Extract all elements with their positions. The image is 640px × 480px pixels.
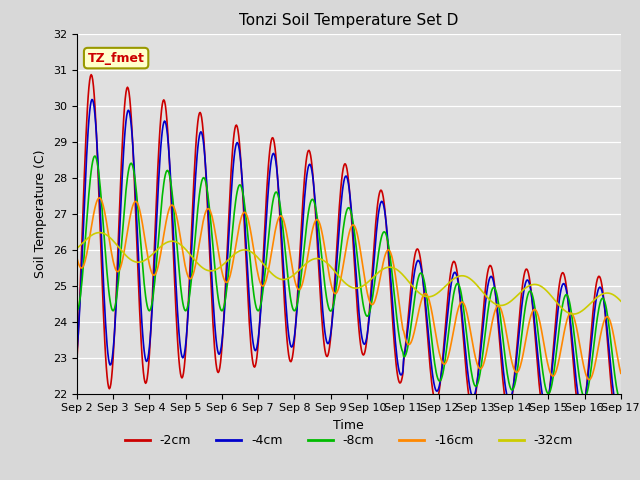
-4cm	[73, 350, 81, 356]
Title: Tonzi Soil Temperature Set D: Tonzi Soil Temperature Set D	[239, 13, 458, 28]
-8cm	[140, 273, 147, 278]
-16cm	[95, 195, 103, 201]
-2cm	[87, 72, 95, 77]
-2cm	[223, 242, 231, 248]
-16cm	[617, 371, 625, 376]
-4cm	[83, 153, 90, 159]
-2cm	[73, 360, 81, 366]
Line: -32cm: -32cm	[77, 233, 621, 314]
-4cm	[223, 259, 231, 265]
-32cm	[195, 262, 202, 267]
-16cm	[585, 377, 593, 383]
-32cm	[617, 298, 625, 304]
Line: -2cm: -2cm	[77, 74, 621, 422]
-8cm	[431, 365, 439, 371]
Legend: -2cm, -4cm, -8cm, -16cm, -32cm: -2cm, -4cm, -8cm, -16cm, -32cm	[120, 429, 578, 452]
-32cm	[431, 292, 439, 298]
-4cm	[140, 340, 147, 346]
-4cm	[195, 138, 202, 144]
-16cm	[431, 330, 439, 336]
-16cm	[83, 252, 90, 257]
Y-axis label: Soil Temperature (C): Soil Temperature (C)	[35, 149, 47, 278]
-4cm	[617, 402, 625, 408]
-32cm	[140, 258, 147, 264]
-2cm	[431, 398, 439, 404]
-2cm	[613, 419, 621, 425]
-2cm	[416, 251, 424, 257]
-16cm	[73, 254, 81, 260]
-2cm	[617, 406, 625, 411]
-8cm	[83, 219, 90, 225]
-4cm	[416, 259, 424, 265]
-32cm	[73, 246, 81, 252]
-4cm	[88, 96, 96, 102]
-8cm	[91, 153, 99, 159]
-16cm	[195, 244, 202, 250]
-2cm	[195, 113, 202, 119]
-2cm	[140, 369, 147, 375]
-32cm	[570, 311, 577, 317]
-8cm	[617, 398, 625, 404]
-32cm	[223, 258, 231, 264]
-8cm	[223, 281, 231, 287]
Line: -4cm: -4cm	[77, 99, 621, 411]
-8cm	[416, 272, 424, 277]
Line: -8cm: -8cm	[77, 156, 621, 401]
-4cm	[614, 408, 621, 414]
-8cm	[73, 308, 81, 314]
-16cm	[140, 227, 147, 232]
X-axis label: Time: Time	[333, 419, 364, 432]
-8cm	[195, 198, 202, 204]
Line: -16cm: -16cm	[77, 198, 621, 380]
Text: TZ_fmet: TZ_fmet	[88, 51, 145, 65]
-4cm	[431, 386, 439, 392]
-32cm	[95, 230, 103, 236]
-16cm	[223, 279, 231, 285]
-32cm	[416, 290, 424, 296]
-32cm	[83, 236, 90, 242]
-16cm	[416, 305, 424, 311]
-2cm	[83, 120, 90, 125]
